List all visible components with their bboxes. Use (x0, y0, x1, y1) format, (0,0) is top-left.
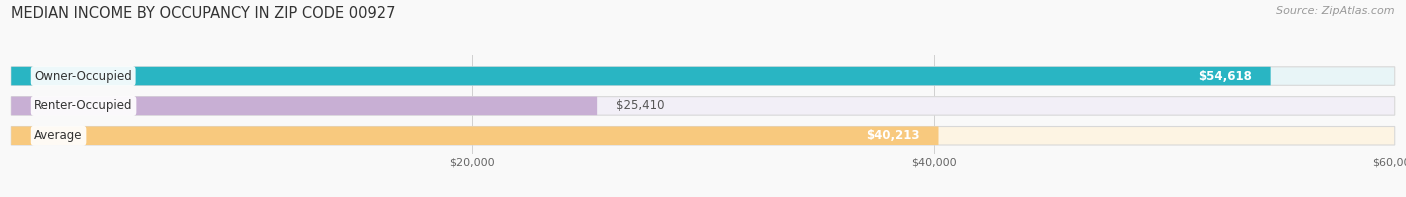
FancyBboxPatch shape (11, 67, 1271, 85)
FancyBboxPatch shape (11, 126, 1395, 145)
FancyBboxPatch shape (11, 67, 1395, 85)
FancyBboxPatch shape (11, 126, 938, 145)
FancyBboxPatch shape (11, 97, 598, 115)
Text: Average: Average (34, 129, 83, 142)
Text: MEDIAN INCOME BY OCCUPANCY IN ZIP CODE 00927: MEDIAN INCOME BY OCCUPANCY IN ZIP CODE 0… (11, 6, 395, 21)
Text: Renter-Occupied: Renter-Occupied (34, 99, 132, 112)
Text: $54,618: $54,618 (1198, 70, 1253, 83)
Text: $40,213: $40,213 (866, 129, 920, 142)
Text: Owner-Occupied: Owner-Occupied (34, 70, 132, 83)
Text: $25,410: $25,410 (616, 99, 664, 112)
FancyBboxPatch shape (11, 97, 1395, 115)
Text: Source: ZipAtlas.com: Source: ZipAtlas.com (1277, 6, 1395, 16)
